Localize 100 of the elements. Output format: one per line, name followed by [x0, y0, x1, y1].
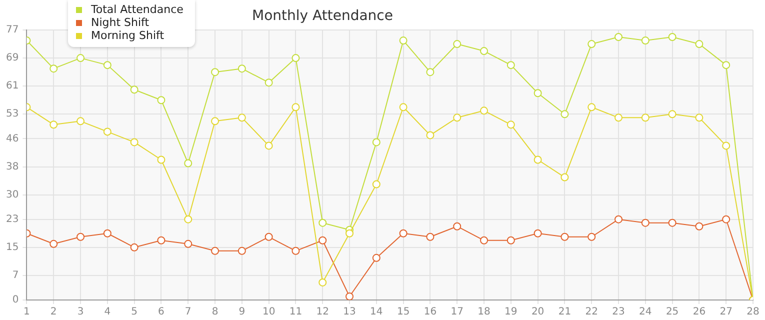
x-tick-label: 6	[158, 306, 164, 318]
x-tick-label: 19	[504, 306, 518, 318]
point	[588, 103, 596, 112]
legend-label: Morning Shift	[91, 29, 164, 42]
point	[318, 236, 327, 244]
point	[641, 36, 650, 45]
chart-title: Monthly Attendance	[251, 8, 394, 24]
y-tick-label: 15	[6, 242, 19, 253]
point	[50, 64, 58, 73]
x-tick-label: 22	[585, 306, 598, 318]
point	[399, 229, 408, 238]
y-tick-label: 23	[6, 214, 19, 225]
point	[50, 240, 58, 248]
y-tick-label: 30	[6, 189, 19, 200]
point	[130, 86, 138, 94]
x-tick-label: 21	[558, 306, 572, 318]
point	[506, 236, 515, 244]
point	[103, 61, 112, 70]
point	[372, 180, 380, 188]
point	[76, 117, 85, 126]
x-tick-label: 18	[478, 306, 490, 318]
point	[130, 243, 138, 252]
point	[211, 246, 220, 255]
x-tick-label: 2	[50, 306, 57, 318]
legend-label: Total Attendance	[91, 3, 184, 16]
point	[453, 114, 462, 122]
x-tick-label: 10	[262, 306, 276, 318]
point	[453, 40, 462, 48]
point	[614, 114, 623, 122]
point	[534, 229, 542, 238]
point	[453, 222, 462, 230]
point	[346, 292, 354, 300]
point	[184, 159, 192, 168]
point	[480, 236, 488, 244]
point	[426, 232, 434, 241]
x-tick-label: 1	[24, 306, 30, 318]
point	[534, 156, 542, 164]
point	[641, 218, 650, 227]
point	[292, 246, 300, 255]
x-tick-label: 5	[131, 306, 138, 318]
point	[560, 173, 569, 182]
point	[426, 131, 434, 140]
x-tick-label: 26	[692, 306, 706, 318]
point	[588, 40, 596, 48]
x-tick-label: 17	[450, 306, 464, 318]
x-tick-label: 14	[370, 306, 383, 318]
point	[264, 78, 273, 87]
point	[668, 33, 676, 42]
x-tick-label: 24	[639, 306, 652, 318]
y-tick-label: 77	[6, 24, 19, 36]
y-tick-label: 7	[12, 270, 19, 282]
x-tick-label: 8	[212, 306, 218, 318]
y-tick-label: 38	[6, 161, 19, 172]
point	[614, 33, 623, 42]
point	[184, 215, 192, 224]
point	[722, 61, 730, 70]
point	[399, 36, 408, 45]
point	[695, 222, 704, 230]
point	[426, 68, 434, 76]
point	[614, 215, 623, 224]
x-tick-label: 20	[531, 306, 544, 318]
x-tick-label: 4	[104, 306, 111, 318]
point	[184, 240, 192, 248]
point	[722, 142, 730, 150]
y-tick-label: 61	[6, 80, 19, 92]
x-tick-label: 7	[184, 306, 192, 318]
point	[292, 103, 300, 112]
point	[50, 120, 58, 129]
x-tick-label: 25	[666, 306, 679, 318]
point	[157, 96, 166, 104]
point	[668, 218, 676, 227]
point	[264, 232, 273, 241]
y-tick-label: 69	[6, 52, 19, 64]
point	[641, 114, 650, 122]
x-tick-label: 3	[77, 306, 84, 318]
x-tick-label: 12	[316, 306, 329, 318]
point	[560, 232, 569, 241]
point	[264, 142, 273, 150]
point	[318, 278, 327, 286]
point	[372, 254, 380, 262]
y-tick-label: 0	[12, 294, 19, 306]
point	[211, 68, 220, 76]
point	[480, 47, 488, 56]
x-tick-label: 28	[746, 306, 760, 318]
point	[534, 89, 542, 98]
x-tick-label: 13	[343, 306, 356, 318]
point	[76, 54, 85, 62]
point	[103, 128, 112, 136]
point	[238, 64, 246, 73]
x-tick-label: 9	[238, 306, 246, 318]
point	[157, 236, 166, 244]
point	[695, 40, 704, 48]
point	[292, 54, 300, 62]
point	[506, 61, 515, 70]
x-tick-label: 11	[289, 306, 302, 318]
point	[695, 114, 704, 122]
point	[588, 232, 596, 241]
legend-label: Night Shift	[91, 16, 150, 29]
point	[372, 138, 380, 146]
point	[211, 117, 220, 126]
